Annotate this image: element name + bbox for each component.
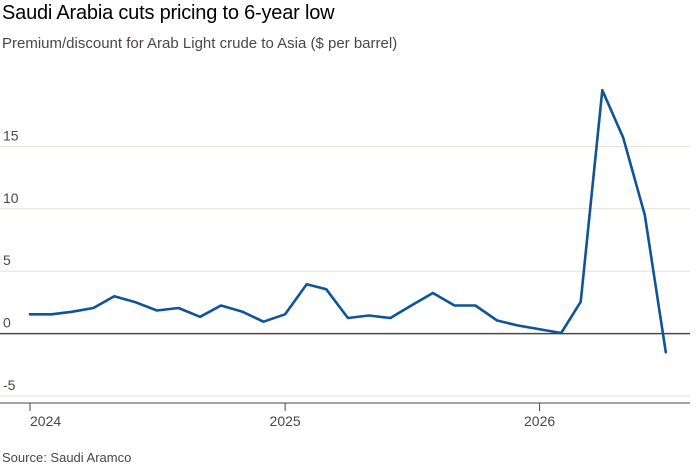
source-note: Source: Saudi Aramco (2, 450, 132, 465)
data-point (410, 304, 412, 306)
y-tick-label: 10 (3, 190, 19, 206)
x-tick-label: 2025 (270, 413, 301, 429)
data-point (560, 332, 562, 334)
data-point (665, 351, 667, 353)
data-point (496, 319, 498, 321)
data-point (113, 295, 115, 297)
data-point (156, 309, 158, 311)
data-point (262, 321, 264, 323)
data-point (177, 307, 179, 309)
data-point (306, 283, 308, 285)
data-point (220, 304, 222, 306)
series-line (28, 88, 668, 354)
data-point (432, 292, 434, 294)
data-point (601, 89, 603, 91)
data-point (517, 324, 519, 326)
x-tick-label: 2026 (524, 413, 555, 429)
data-point (50, 313, 52, 315)
data-point (199, 316, 201, 318)
y-tick-label: 0 (3, 315, 11, 331)
data-point (347, 317, 349, 319)
y-axis-labels: -5 0 5 10 15 (3, 127, 19, 393)
y-tick-label: -5 (3, 377, 16, 393)
data-point (92, 307, 94, 309)
data-point (580, 301, 582, 303)
data-point (71, 311, 73, 313)
chart-title: Saudi Arabia cuts pricing to 6-year low (2, 2, 335, 24)
chart-subtitle: Premium/discount for Arab Light crude to… (2, 35, 398, 52)
y-tick-label: 5 (3, 252, 11, 268)
data-point (241, 311, 243, 313)
data-point (135, 301, 137, 303)
data-point (644, 214, 646, 216)
grid-layer (0, 145, 690, 397)
data-point (284, 313, 286, 315)
data-point (474, 304, 476, 306)
data-point (453, 304, 455, 306)
data-point (368, 314, 370, 316)
x-axis: 2024 2025 2026 (0, 402, 690, 429)
data-point (622, 136, 624, 138)
data-point (325, 288, 327, 290)
y-tick-label: 15 (3, 127, 19, 143)
data-point (389, 317, 391, 319)
series-layer (28, 88, 668, 354)
x-tick-label: 2024 (30, 413, 61, 429)
data-point (29, 313, 31, 315)
